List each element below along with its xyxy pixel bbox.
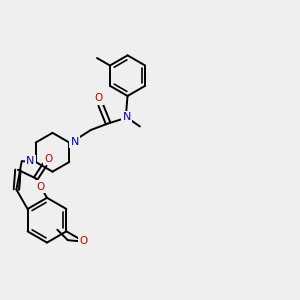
Text: O: O [80,236,88,246]
Text: O: O [94,93,102,103]
Text: N: N [26,156,34,166]
Text: N: N [70,137,79,147]
Text: O: O [44,154,52,164]
Text: O: O [36,182,45,191]
Text: N: N [122,112,131,122]
